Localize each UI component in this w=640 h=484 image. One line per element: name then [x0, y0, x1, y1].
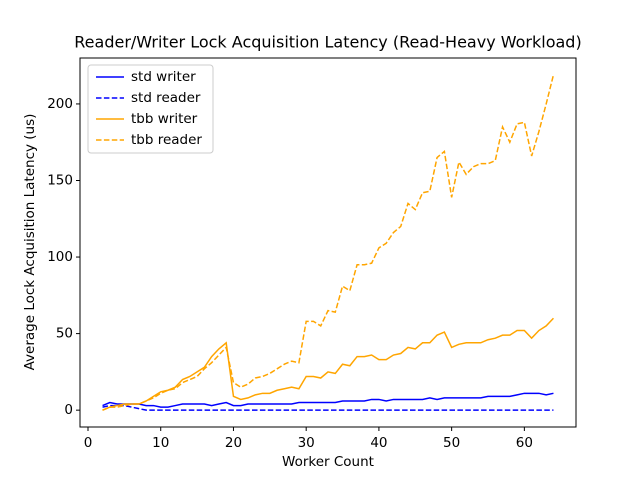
y-tick-label: 150: [47, 172, 73, 188]
legend-box: [87, 64, 214, 154]
x-axis-label: Worker Count: [282, 454, 374, 470]
y-tick-label: 50: [56, 326, 73, 342]
y-tick-label: 100: [47, 249, 73, 265]
x-tick-label: 60: [516, 435, 533, 451]
legend-label: std writer: [131, 69, 196, 85]
line-series: [102, 317, 554, 411]
x-tick-label: 50: [443, 435, 460, 451]
line-series: [102, 404, 554, 411]
line-series: [102, 74, 555, 411]
chart-title: Reader/Writer Lock Acquisition Latency (…: [74, 33, 581, 52]
x-tick-label: 30: [298, 435, 315, 451]
legend-label: tbb writer: [131, 111, 198, 127]
legend-label: tbb reader: [131, 132, 202, 148]
x-tick-label: 40: [370, 435, 387, 451]
y-tick-label: 200: [47, 96, 73, 112]
x-tick-label: 20: [225, 435, 242, 451]
line-series: [102, 392, 554, 408]
x-tick-label: 10: [152, 435, 169, 451]
plot-frame: [79, 57, 577, 428]
y-tick-label: 0: [64, 402, 73, 418]
y-axis-label: Average Lock Acquisition Latency (us): [22, 114, 38, 371]
x-tick-label: 0: [84, 435, 93, 451]
legend-label: std reader: [131, 90, 201, 106]
